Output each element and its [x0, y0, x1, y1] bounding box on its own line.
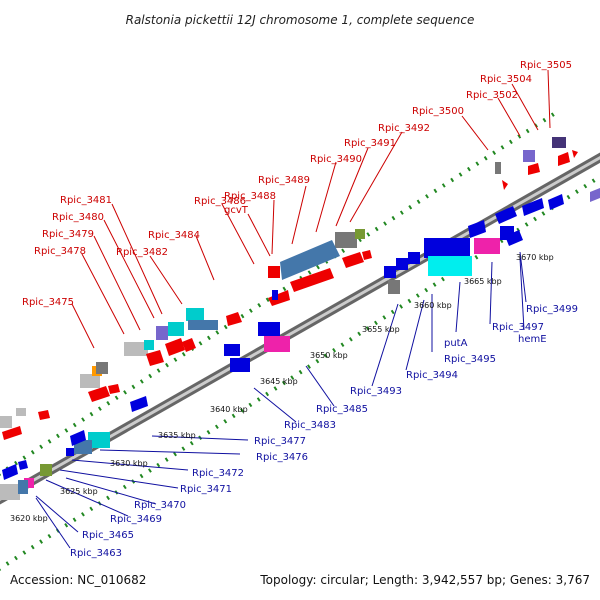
gene-rpic-3505[interactable]: [552, 137, 566, 148]
accession-text: Accession: NC_010682: [10, 573, 146, 587]
gene-label-top: Rpic_3481: [60, 195, 112, 206]
gene-label-top: Rpic_3478: [34, 246, 86, 257]
gene-label-top: Rpic_3504: [480, 74, 532, 85]
scale-label: 3640 kbp: [210, 405, 248, 414]
gene-label-top: gcvT: [224, 205, 249, 216]
gene-rpic-3475[interactable]: [80, 374, 100, 388]
gene-rpic-3470[interactable]: [40, 464, 52, 476]
scale-label: 3665 kbp: [464, 277, 502, 286]
gene-rpic-3484[interactable]: [226, 312, 242, 326]
gene-rpic-3493[interactable]: [388, 280, 400, 294]
gene-label-bottom: Rpic_3463: [70, 548, 122, 559]
scale-label: 3670 kbp: [516, 253, 554, 262]
gene-label-bottom: Rpic_3495: [444, 354, 496, 365]
gene-rpic-3497[interactable]: [500, 226, 514, 240]
gene-label-top: Rpic_3484: [148, 230, 200, 241]
scale-label: 3645 kbp: [260, 377, 298, 386]
topology-summary: Topology: circular; Length: 3,942,557 bp…: [259, 573, 590, 587]
gene-rpic-3500[interactable]: [495, 162, 501, 174]
gene-label-top: Rpic_3489: [258, 175, 310, 186]
gene-rpic-3483[interactable]: [224, 344, 240, 356]
scale-labels: 3620 kbp 3625 kbp 3630 kbp 3635 kbp 3640 kbp…: [10, 253, 554, 523]
scale-label: 3620 kbp: [10, 514, 48, 523]
scale-label: 3630 kbp: [110, 459, 148, 468]
gene-rpic-3491[interactable]: [280, 240, 340, 280]
gene-rpic-3479[interactable]: [124, 342, 148, 356]
top-leaders: [71, 69, 551, 349]
gene-rpic-3465[interactable]: [0, 484, 20, 500]
gene-label-bottom: Rpic_3493: [350, 386, 402, 397]
gene-rpic-3482[interactable]: [186, 308, 204, 321]
gene-rpic-3494[interactable]: [408, 252, 420, 264]
scale-label: 3635 kbp: [158, 431, 196, 440]
gene-rpic-3502[interactable]: [558, 152, 570, 166]
scale-label: 3650 kbp: [310, 351, 348, 360]
gene-rpic-3481[interactable]: [168, 322, 184, 336]
gene-gcvT[interactable]: [268, 266, 280, 278]
tick-tracks: [0, 108, 600, 571]
gene-rpic-3472[interactable]: [2, 464, 18, 480]
gene-label-top: Rpic_3480: [52, 212, 104, 223]
gene-label-top: Rpic_3486: [194, 196, 246, 207]
gene-label-bottom: putA: [444, 338, 468, 349]
gene-rpic-3469[interactable]: [24, 478, 34, 488]
gene-label-top: Rpic_3490: [310, 154, 362, 165]
gene-rpic-3480[interactable]: [156, 326, 168, 340]
gene-label-top: Rpic_3482: [116, 247, 168, 258]
gene-label-bottom: Rpic_3476: [256, 452, 308, 463]
gene-label-bottom: Rpic_3470: [134, 500, 186, 511]
map-title: Ralstonia pickettii 12J chromosome 1, co…: [126, 13, 475, 27]
gene-label-top: Rpic_3491: [344, 138, 396, 149]
gene-rpic-3463[interactable]: [18, 480, 28, 494]
gene-putA[interactable]: [424, 238, 470, 258]
gene-rpic-3495[interactable]: [428, 256, 472, 276]
gene-label-bottom: Rpic_3471: [180, 484, 232, 495]
scale-label: 3625 kbp: [60, 487, 98, 496]
gene-label-bottom: Rpic_3465: [82, 530, 134, 541]
gene-label-bottom: hemE: [518, 334, 547, 345]
gene-label-bottom: Rpic_3485: [316, 404, 368, 415]
gene-label-top: Rpic_3479: [42, 229, 94, 240]
gene-label-bottom: Rpic_3494: [406, 370, 458, 381]
gene-label-top: Rpic_3500: [412, 106, 464, 117]
gene-rpic-3477[interactable]: [88, 432, 110, 448]
gene-label-bottom: Rpic_3499: [526, 304, 578, 315]
scale-label: 3660 kbp: [414, 301, 452, 310]
gene-rpic-3478[interactable]: [146, 350, 164, 366]
gene-label-top: Rpic_3502: [466, 90, 518, 101]
bottom-leaders: [35, 251, 527, 549]
gene-rpic-3499[interactable]: [590, 188, 600, 202]
gene-rpic-3504[interactable]: [523, 150, 535, 162]
gene-label-bottom: Rpic_3497: [492, 322, 544, 333]
gene-rpic-3490[interactable]: [290, 268, 334, 292]
gene-label-bottom: Rpic_3483: [284, 420, 336, 431]
scale-label: 3655 kbp: [362, 325, 400, 334]
gene-rpic-3476[interactable]: [74, 440, 92, 454]
gene-label-top: Rpic_3475: [22, 297, 74, 308]
gene-label-top: Rpic_3505: [520, 60, 572, 71]
gene-label-bottom: Rpic_3477: [254, 436, 306, 447]
gene-rpic-3492[interactable]: [335, 232, 357, 248]
gene-features: [0, 137, 600, 500]
gene-hemE[interactable]: [495, 206, 517, 224]
gene-rpic-3485[interactable]: [258, 322, 280, 336]
gene-label-bottom: Rpic_3472: [192, 468, 244, 479]
gene-label-bottom: Rpic_3469: [110, 514, 162, 525]
gene-label-top: Rpic_3488: [224, 191, 276, 202]
gene-label-top: Rpic_3492: [378, 123, 430, 134]
